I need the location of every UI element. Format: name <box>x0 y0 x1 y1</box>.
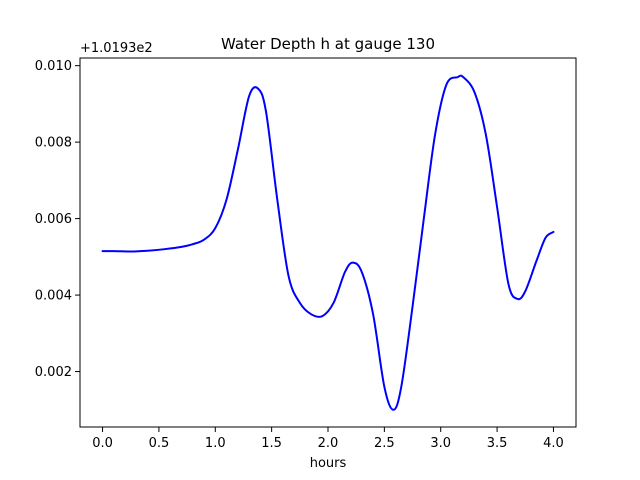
series-line <box>101 74 555 411</box>
y-tick-label: 0.006 <box>35 212 72 227</box>
x-tick-label: 3.0 <box>430 436 451 451</box>
x-tick-label: 1.0 <box>205 436 226 451</box>
x-tick-label: 1.5 <box>261 436 282 451</box>
x-tick-label: 4.0 <box>543 436 564 451</box>
chart-title: Water Depth h at gauge 130 <box>221 35 435 53</box>
x-axis-label: hours <box>310 456 347 471</box>
x-tick-label: 2.0 <box>318 436 339 451</box>
y-tick-label: 0.004 <box>35 289 72 304</box>
y-axis-ticks: 0.002 0.004 0.006 0.008 0.010 <box>35 59 80 380</box>
series-layer <box>101 74 555 411</box>
plot-area <box>79 57 577 428</box>
y-offset-label: +1.0193e2 <box>80 41 153 56</box>
y-tick-label: 0.008 <box>35 136 72 151</box>
x-tick-label: 2.5 <box>374 436 395 451</box>
x-axis-ticks: 0.0 0.5 1.0 1.5 2.0 2.5 3.0 3.5 4.0 <box>92 427 564 451</box>
y-tick-label: 0.002 <box>35 365 72 380</box>
x-tick-label: 0.0 <box>92 436 113 451</box>
y-tick-label: 0.010 <box>35 59 72 74</box>
x-tick-label: 0.5 <box>149 436 170 451</box>
x-tick-label: 3.5 <box>487 436 508 451</box>
